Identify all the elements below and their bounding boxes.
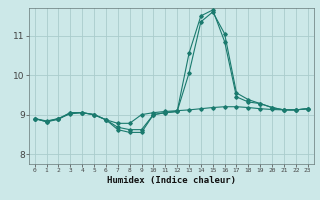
X-axis label: Humidex (Indice chaleur): Humidex (Indice chaleur) xyxy=(107,176,236,185)
